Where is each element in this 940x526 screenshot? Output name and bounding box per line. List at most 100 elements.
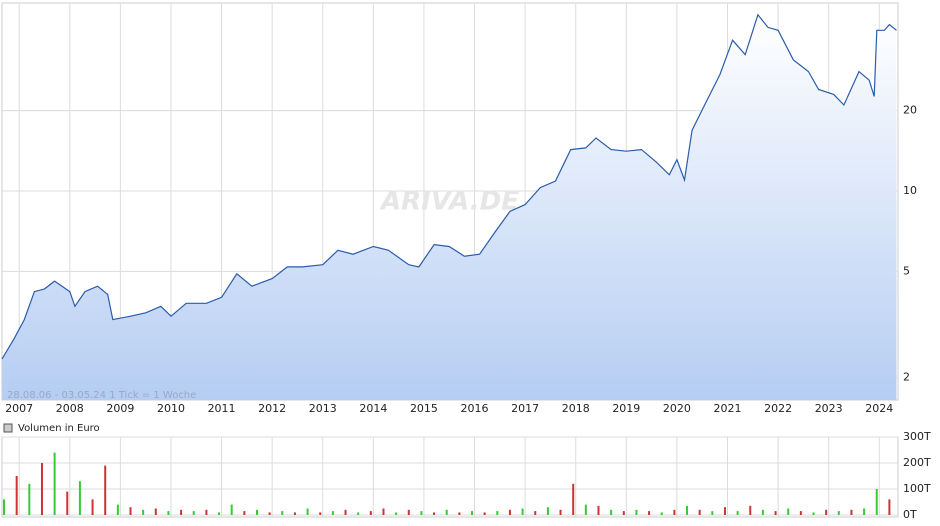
x-tick-label: 2008 xyxy=(56,402,84,415)
volume-bar xyxy=(749,505,752,515)
watermark: ARIVA.DE xyxy=(379,187,519,217)
volume-bar xyxy=(723,507,726,515)
volume-bar xyxy=(635,509,638,515)
x-tick-label: 2012 xyxy=(258,402,286,415)
volume-bar xyxy=(508,509,511,515)
x-tick-label: 2019 xyxy=(612,402,640,415)
x-tick-label: 2020 xyxy=(663,402,691,415)
volume-bar xyxy=(180,509,183,515)
volume-bar xyxy=(622,511,625,515)
volume-bar xyxy=(559,509,562,515)
volume-bar xyxy=(142,509,145,515)
volume-bar xyxy=(812,512,815,515)
period-note: 28.08.06 - 03.05.24 1 Tick = 1 Woche xyxy=(7,390,196,401)
volume-bar xyxy=(471,511,474,515)
volume-bar xyxy=(293,512,296,515)
legend-swatch xyxy=(3,423,13,433)
volume-bar xyxy=(660,512,663,515)
x-tick-label: 2009 xyxy=(106,402,134,415)
volume-bar xyxy=(268,512,271,515)
price-line xyxy=(1,13,897,360)
volume-bar xyxy=(445,509,448,515)
volume-bar xyxy=(572,483,575,515)
volume-bar xyxy=(205,509,208,515)
x-tick-label: 2013 xyxy=(309,402,337,415)
x-tick-label: 2023 xyxy=(815,402,843,415)
x-tick-label: 2010 xyxy=(157,402,185,415)
volume-bar xyxy=(167,511,170,515)
volume-bar xyxy=(799,511,802,515)
legend-label: Volumen in Euro xyxy=(18,423,100,434)
volume-bar xyxy=(546,507,549,515)
y-tick-label: 0T xyxy=(903,508,917,521)
x-tick-label: 2022 xyxy=(764,402,792,415)
volume-bar xyxy=(40,463,43,515)
volume-bar xyxy=(15,476,18,515)
volume-bar xyxy=(483,512,486,515)
x-tick-label: 2011 xyxy=(208,402,236,415)
volume-bar xyxy=(774,511,777,515)
x-tick-label: 2018 xyxy=(562,402,590,415)
volume-bar xyxy=(837,511,840,515)
volume-bar xyxy=(331,511,334,515)
volume-bar xyxy=(888,499,891,515)
volume-bar xyxy=(458,512,461,515)
y-tick-label: 200T xyxy=(903,456,931,469)
x-tick-label: 2007 xyxy=(5,402,33,415)
y-tick-label: 100T xyxy=(903,482,931,495)
x-tick-label: 2016 xyxy=(461,402,489,415)
volume-bar xyxy=(686,505,689,515)
volume-bar xyxy=(3,499,6,515)
volume-plot-frame xyxy=(1,436,899,518)
volume-bar xyxy=(534,511,537,515)
volume-bar xyxy=(395,512,398,515)
volume-bar xyxy=(584,504,587,515)
volume-bar xyxy=(736,511,739,515)
volume-bar xyxy=(382,508,385,515)
volume-bar xyxy=(116,504,119,515)
x-tick-label: 2024 xyxy=(865,402,893,415)
volume-bar xyxy=(28,483,31,515)
price-area xyxy=(2,14,897,401)
y-tick-label: 5 xyxy=(903,264,910,277)
y-tick-label: 2 xyxy=(903,371,910,384)
volume-bar xyxy=(66,491,69,515)
volume-bar xyxy=(648,511,651,515)
volume-bar xyxy=(711,511,714,515)
volume-bar xyxy=(850,509,853,515)
volume-bar xyxy=(53,452,56,515)
volume-bar xyxy=(673,509,676,515)
y-tick-label: 300T xyxy=(903,430,931,443)
volume-bar xyxy=(243,511,246,515)
volume-bar xyxy=(78,481,81,515)
volume-bar xyxy=(496,511,499,515)
y-tick-label: 10 xyxy=(903,184,917,197)
volume-bar xyxy=(230,504,233,515)
x-tick-label: 2014 xyxy=(359,402,387,415)
volume-bar xyxy=(698,509,701,515)
volume-bar xyxy=(407,509,410,515)
volume-bar xyxy=(521,508,524,515)
volume-bar xyxy=(610,509,613,515)
volume-bar xyxy=(433,512,436,515)
volume-bar xyxy=(369,511,372,515)
volume-bar xyxy=(863,508,866,515)
volume-bar xyxy=(192,511,195,515)
volume-bar xyxy=(129,507,132,515)
volume-bar xyxy=(420,511,423,515)
volume-bar xyxy=(344,509,347,515)
volume-bar xyxy=(218,512,221,515)
volume-bar xyxy=(319,512,322,515)
volume-bar xyxy=(825,509,828,515)
volume-bar xyxy=(104,465,107,515)
y-tick-label: 20 xyxy=(903,104,917,117)
x-tick-label: 2017 xyxy=(511,402,539,415)
x-tick-label: 2021 xyxy=(714,402,742,415)
volume-bar xyxy=(597,505,600,515)
volume-bar xyxy=(761,509,764,515)
volume-bar xyxy=(357,512,360,515)
volume-bar xyxy=(787,508,790,515)
volume-bar xyxy=(91,499,94,515)
volume-bar xyxy=(306,508,309,515)
